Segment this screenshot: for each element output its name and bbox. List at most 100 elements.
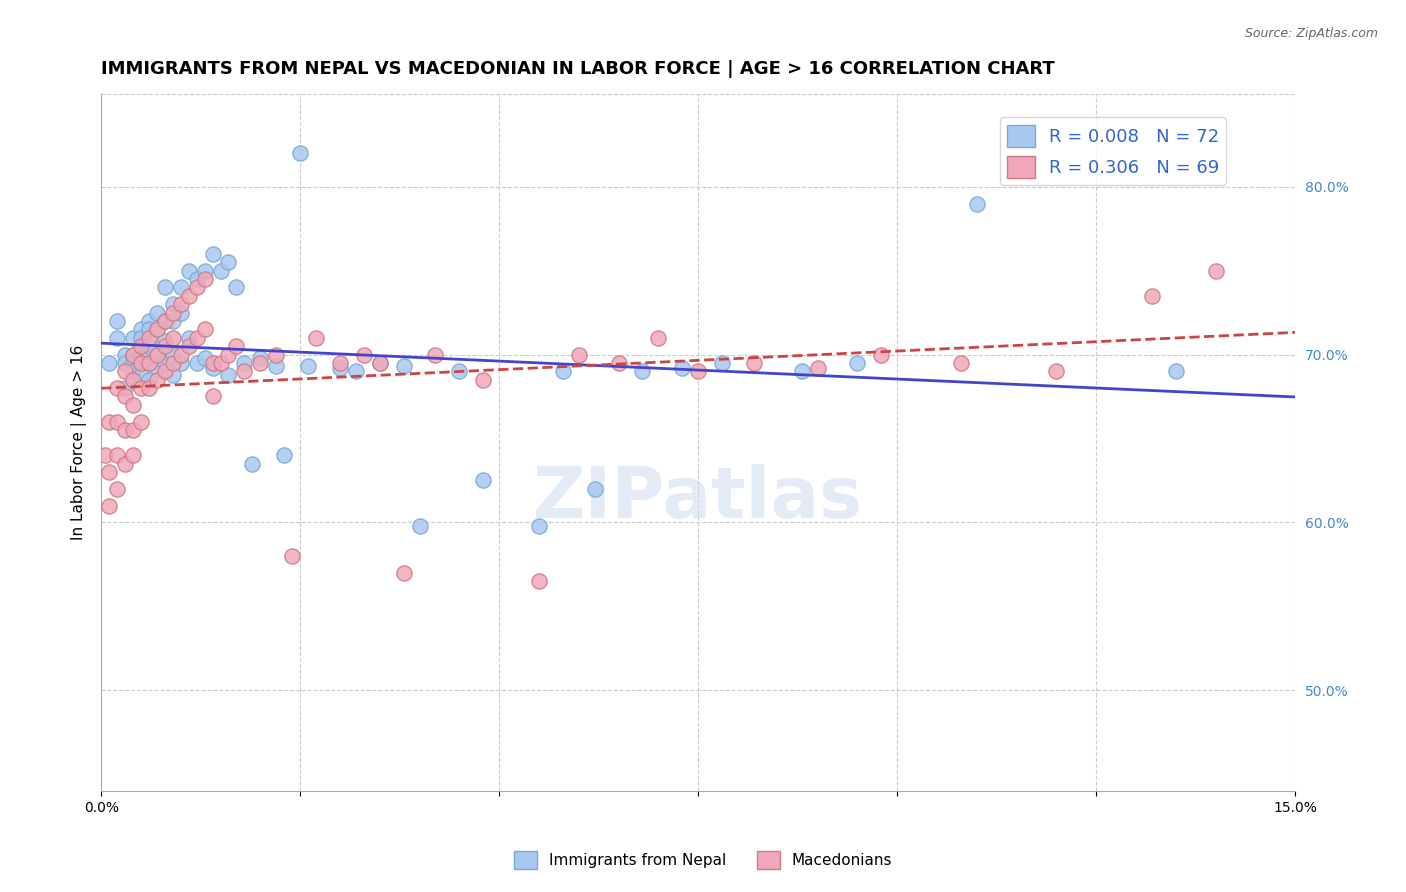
Point xyxy=(138,322,160,336)
Point xyxy=(273,448,295,462)
Point xyxy=(129,368,152,382)
Point xyxy=(114,347,136,361)
Point xyxy=(170,356,193,370)
Point xyxy=(264,347,287,361)
Point xyxy=(146,322,169,336)
Point xyxy=(631,364,654,378)
Point xyxy=(146,305,169,319)
Point xyxy=(114,423,136,437)
Point xyxy=(138,373,160,387)
Point xyxy=(138,314,160,328)
Point xyxy=(129,322,152,336)
Point xyxy=(170,280,193,294)
Point xyxy=(288,146,311,161)
Point xyxy=(790,364,813,378)
Point xyxy=(146,347,169,361)
Point xyxy=(201,247,224,261)
Point xyxy=(114,381,136,395)
Point xyxy=(647,331,669,345)
Point xyxy=(806,361,828,376)
Point xyxy=(329,361,352,376)
Point xyxy=(114,389,136,403)
Point xyxy=(122,423,145,437)
Point xyxy=(122,347,145,361)
Point xyxy=(162,347,184,361)
Point xyxy=(218,368,240,382)
Point xyxy=(122,347,145,361)
Point xyxy=(846,356,869,370)
Point xyxy=(870,347,893,361)
Point xyxy=(146,322,169,336)
Point xyxy=(966,196,988,211)
Point xyxy=(408,518,430,533)
Point xyxy=(146,361,169,376)
Point xyxy=(186,331,208,345)
Point xyxy=(177,263,200,277)
Point xyxy=(170,305,193,319)
Point xyxy=(297,359,319,374)
Point xyxy=(114,356,136,370)
Point xyxy=(194,351,217,365)
Point xyxy=(129,381,152,395)
Text: ZIPatlas: ZIPatlas xyxy=(533,464,863,533)
Point xyxy=(527,518,550,533)
Point xyxy=(122,373,145,387)
Point xyxy=(527,574,550,588)
Point xyxy=(186,356,208,370)
Point xyxy=(122,373,145,387)
Point xyxy=(344,364,367,378)
Point xyxy=(392,359,415,374)
Point xyxy=(305,331,328,345)
Point xyxy=(233,364,256,378)
Point xyxy=(162,368,184,382)
Point xyxy=(1205,263,1227,277)
Point xyxy=(711,356,734,370)
Point xyxy=(201,361,224,376)
Point xyxy=(209,263,232,277)
Point xyxy=(138,331,160,345)
Point xyxy=(209,356,232,370)
Point xyxy=(472,474,495,488)
Point xyxy=(138,356,160,370)
Point xyxy=(162,356,184,370)
Point xyxy=(170,297,193,311)
Point xyxy=(153,339,176,353)
Y-axis label: In Labor Force | Age > 16: In Labor Force | Age > 16 xyxy=(72,345,87,541)
Point xyxy=(105,415,128,429)
Point xyxy=(1164,364,1187,378)
Point xyxy=(153,280,176,294)
Point xyxy=(105,314,128,328)
Point xyxy=(122,364,145,378)
Point xyxy=(242,457,264,471)
Point xyxy=(129,339,152,353)
Point xyxy=(153,334,176,348)
Point xyxy=(201,389,224,403)
Point xyxy=(98,499,121,513)
Point xyxy=(368,356,391,370)
Point xyxy=(162,331,184,345)
Point xyxy=(122,448,145,462)
Point xyxy=(114,457,136,471)
Point xyxy=(472,373,495,387)
Point xyxy=(249,351,271,365)
Point xyxy=(153,314,176,328)
Point xyxy=(233,356,256,370)
Point xyxy=(201,356,224,370)
Point xyxy=(583,482,606,496)
Point xyxy=(129,356,152,370)
Point xyxy=(194,322,217,336)
Point xyxy=(425,347,447,361)
Point xyxy=(162,305,184,319)
Point xyxy=(98,465,121,479)
Point xyxy=(688,364,710,378)
Point xyxy=(153,356,176,370)
Point xyxy=(129,347,152,361)
Point xyxy=(138,356,160,370)
Point xyxy=(105,331,128,345)
Point xyxy=(177,289,200,303)
Point xyxy=(162,297,184,311)
Point xyxy=(671,361,693,376)
Point xyxy=(281,549,304,563)
Point xyxy=(153,364,176,378)
Point xyxy=(1140,289,1163,303)
